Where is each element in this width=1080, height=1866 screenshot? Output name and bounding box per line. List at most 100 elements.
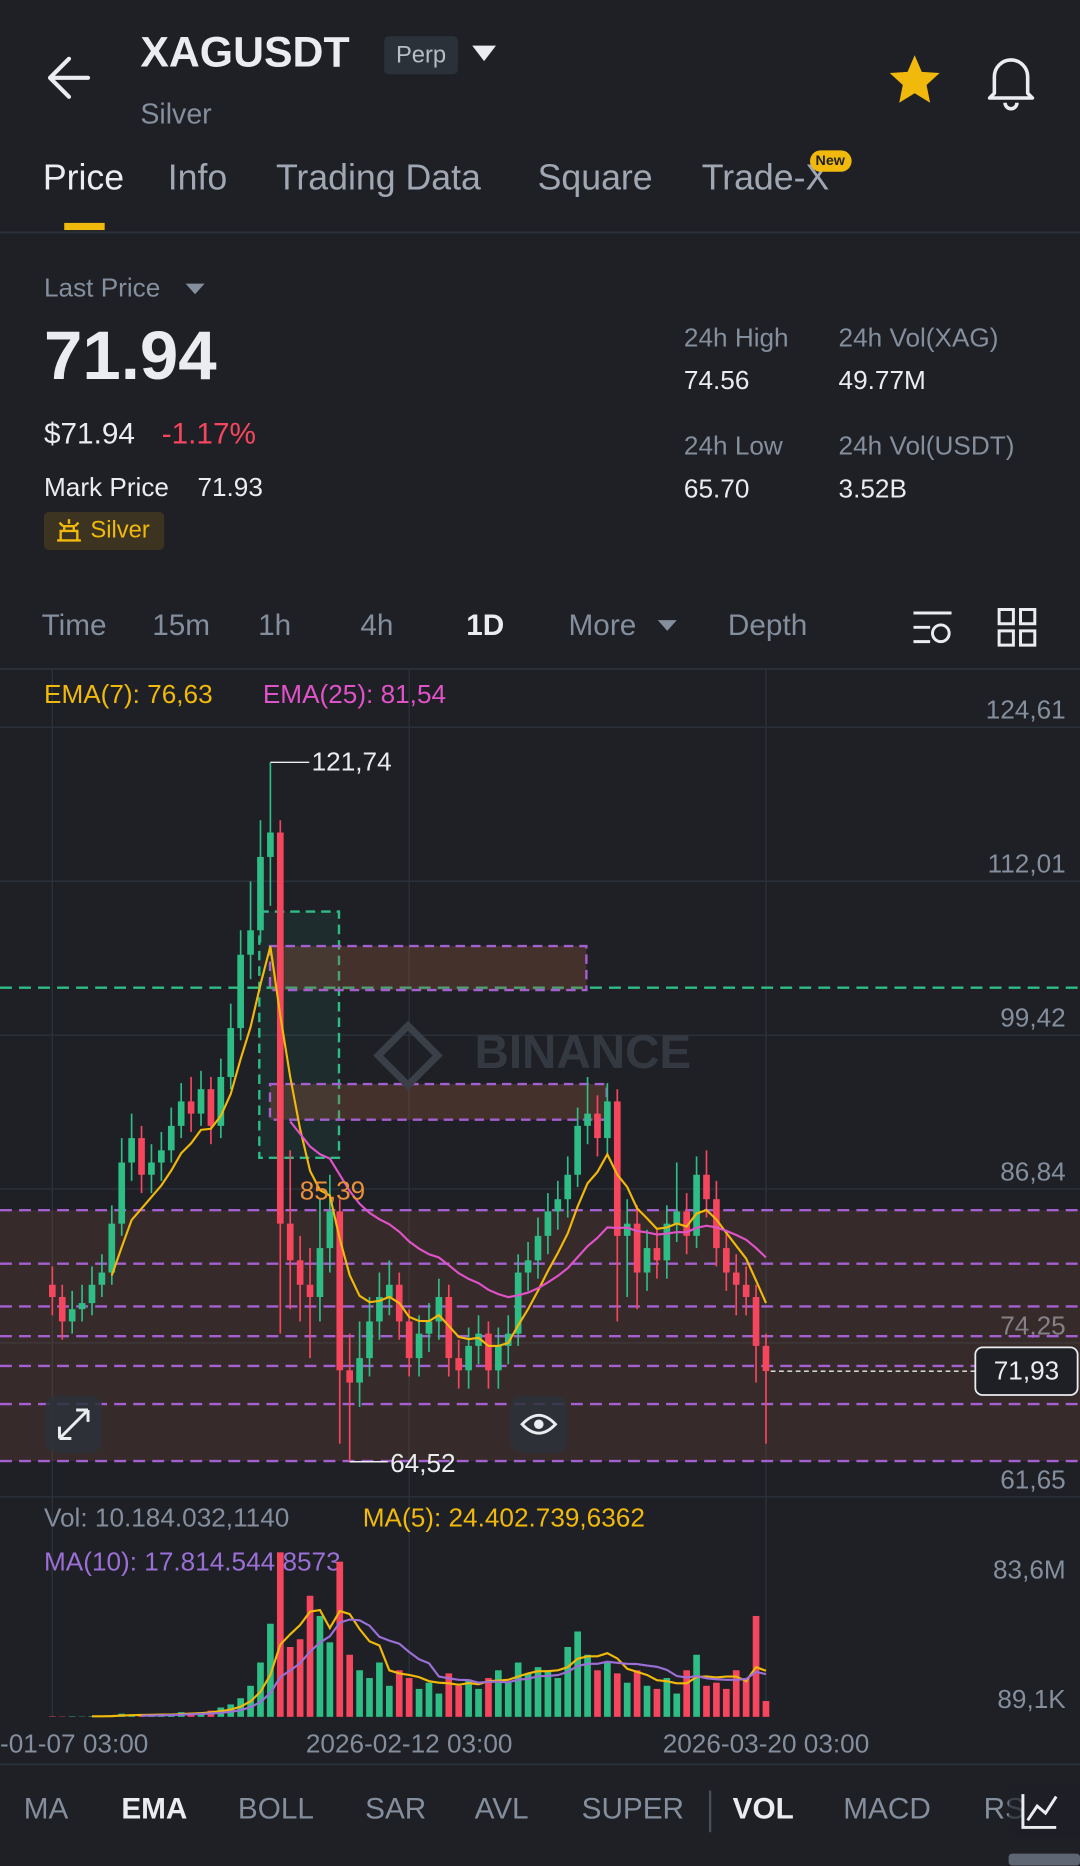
volume-bar <box>653 1688 661 1717</box>
drawn-box <box>258 910 341 1159</box>
interval[interactable]: 15m <box>152 609 210 642</box>
high-label: 121,74 <box>312 746 392 776</box>
settings-icon-dot <box>931 623 951 644</box>
candle-body <box>68 1309 76 1322</box>
candle-body <box>653 1248 661 1261</box>
volume-bar <box>604 1662 611 1717</box>
volume-bar <box>276 1552 284 1717</box>
candle-body <box>167 1125 175 1151</box>
eye-pupil <box>534 1419 544 1429</box>
y-tick-label: 86,84 <box>1000 1156 1065 1186</box>
indicator[interactable]: BOLL <box>238 1793 314 1826</box>
tab[interactable]: Price <box>43 158 124 198</box>
new-badge: New <box>816 153 846 169</box>
y-tick-label: 99,42 <box>1000 1003 1065 1033</box>
indicator[interactable]: MA <box>24 1793 69 1826</box>
symbol-name: Silver <box>140 98 212 130</box>
candle-body <box>495 1345 502 1371</box>
more-dropdown[interactable] <box>657 620 677 631</box>
candle-body <box>267 832 274 857</box>
volume-bar <box>475 1688 482 1717</box>
volume-bar <box>455 1685 463 1717</box>
candle-body <box>276 832 284 1224</box>
last-price-label: Last Price <box>44 272 160 302</box>
tab[interactable]: Trading Data <box>276 158 481 198</box>
candle-body <box>544 1211 552 1236</box>
candle-body <box>673 1211 681 1224</box>
candle-body <box>713 1199 720 1249</box>
usd-price: $71.94 <box>44 418 135 451</box>
vol-legend: MA(10): 17.814.544,8573 <box>44 1546 341 1576</box>
indicator[interactable]: MACD <box>843 1793 931 1826</box>
tab-indicator <box>64 222 105 231</box>
vol-tick-label: 89,1K <box>997 1684 1066 1714</box>
candle-body <box>128 1138 135 1163</box>
volume-bar <box>316 1615 324 1717</box>
vol-tick-label: 83,6M <box>993 1555 1066 1585</box>
candle-body <box>306 1284 314 1297</box>
candle-body <box>227 1028 235 1077</box>
alert-bell[interactable] <box>987 58 1035 111</box>
stat-value: 65.70 <box>684 473 749 503</box>
candle-body <box>663 1223 671 1261</box>
stat-label: 24h High <box>684 322 789 352</box>
last-price-dropdown[interactable] <box>185 283 205 295</box>
volume-bar <box>138 1715 145 1717</box>
expand-icon <box>57 1408 90 1440</box>
new-badge-bg <box>810 150 852 172</box>
interval[interactable]: Depth <box>728 609 807 642</box>
candle-body <box>346 1370 354 1383</box>
interval[interactable]: 1h <box>258 609 291 642</box>
drawn-box <box>268 944 588 992</box>
volume-bar <box>395 1670 403 1717</box>
x-tick-label: -01-07 03:00 <box>0 1728 148 1758</box>
volume-bar <box>673 1693 681 1717</box>
settings-icon[interactable] <box>913 611 952 644</box>
layout-icon[interactable] <box>997 607 1037 647</box>
candle-body <box>138 1138 145 1175</box>
volume-bar <box>554 1678 562 1717</box>
volume-bar <box>544 1670 552 1717</box>
interval[interactable]: 1D <box>466 609 504 642</box>
candle-body <box>247 930 254 955</box>
mark-price: 71.93 <box>197 472 262 502</box>
back-button[interactable] <box>47 56 91 99</box>
tab[interactable]: Square <box>538 158 653 198</box>
candle-body <box>703 1174 710 1200</box>
volume-bar <box>613 1673 621 1717</box>
favorite-star[interactable] <box>889 55 940 103</box>
chart-type-icon[interactable] <box>1021 1794 1058 1829</box>
volume-bar <box>346 1654 354 1717</box>
interval[interactable]: Time <box>42 609 107 642</box>
indicator[interactable]: SUPER <box>582 1793 684 1826</box>
perp-badge: Perp <box>396 42 446 69</box>
indicator[interactable]: VOL <box>733 1793 794 1826</box>
volume-bar <box>762 1701 770 1717</box>
volume-bar <box>445 1673 453 1717</box>
candle-body <box>296 1260 304 1285</box>
candle-body <box>534 1235 542 1261</box>
watermark-logo <box>373 1020 443 1091</box>
volume-bar <box>425 1682 433 1717</box>
candle-body <box>88 1284 96 1304</box>
candle-body <box>514 1272 522 1334</box>
volume-bar <box>703 1685 710 1717</box>
symbol-dropdown[interactable] <box>472 45 496 62</box>
price-change: -1.17% <box>162 418 256 451</box>
candle-body <box>762 1345 770 1372</box>
interval[interactable]: 4h <box>360 609 393 642</box>
stat-label: 24h Low <box>684 431 783 461</box>
candle-body <box>683 1211 691 1236</box>
volume-bar <box>495 1670 502 1717</box>
indicator[interactable]: EMA <box>121 1793 187 1826</box>
stat-value: 74.56 <box>684 365 749 395</box>
indicator[interactable]: SAR <box>365 1793 426 1826</box>
candle-body <box>752 1296 760 1346</box>
tab[interactable]: Info <box>168 158 228 198</box>
candle-body <box>148 1162 155 1175</box>
indicator[interactable]: AVL <box>475 1793 529 1826</box>
tab[interactable]: Trade-X <box>702 158 830 198</box>
interval[interactable]: More <box>569 609 637 642</box>
candle-body <box>584 1113 591 1126</box>
